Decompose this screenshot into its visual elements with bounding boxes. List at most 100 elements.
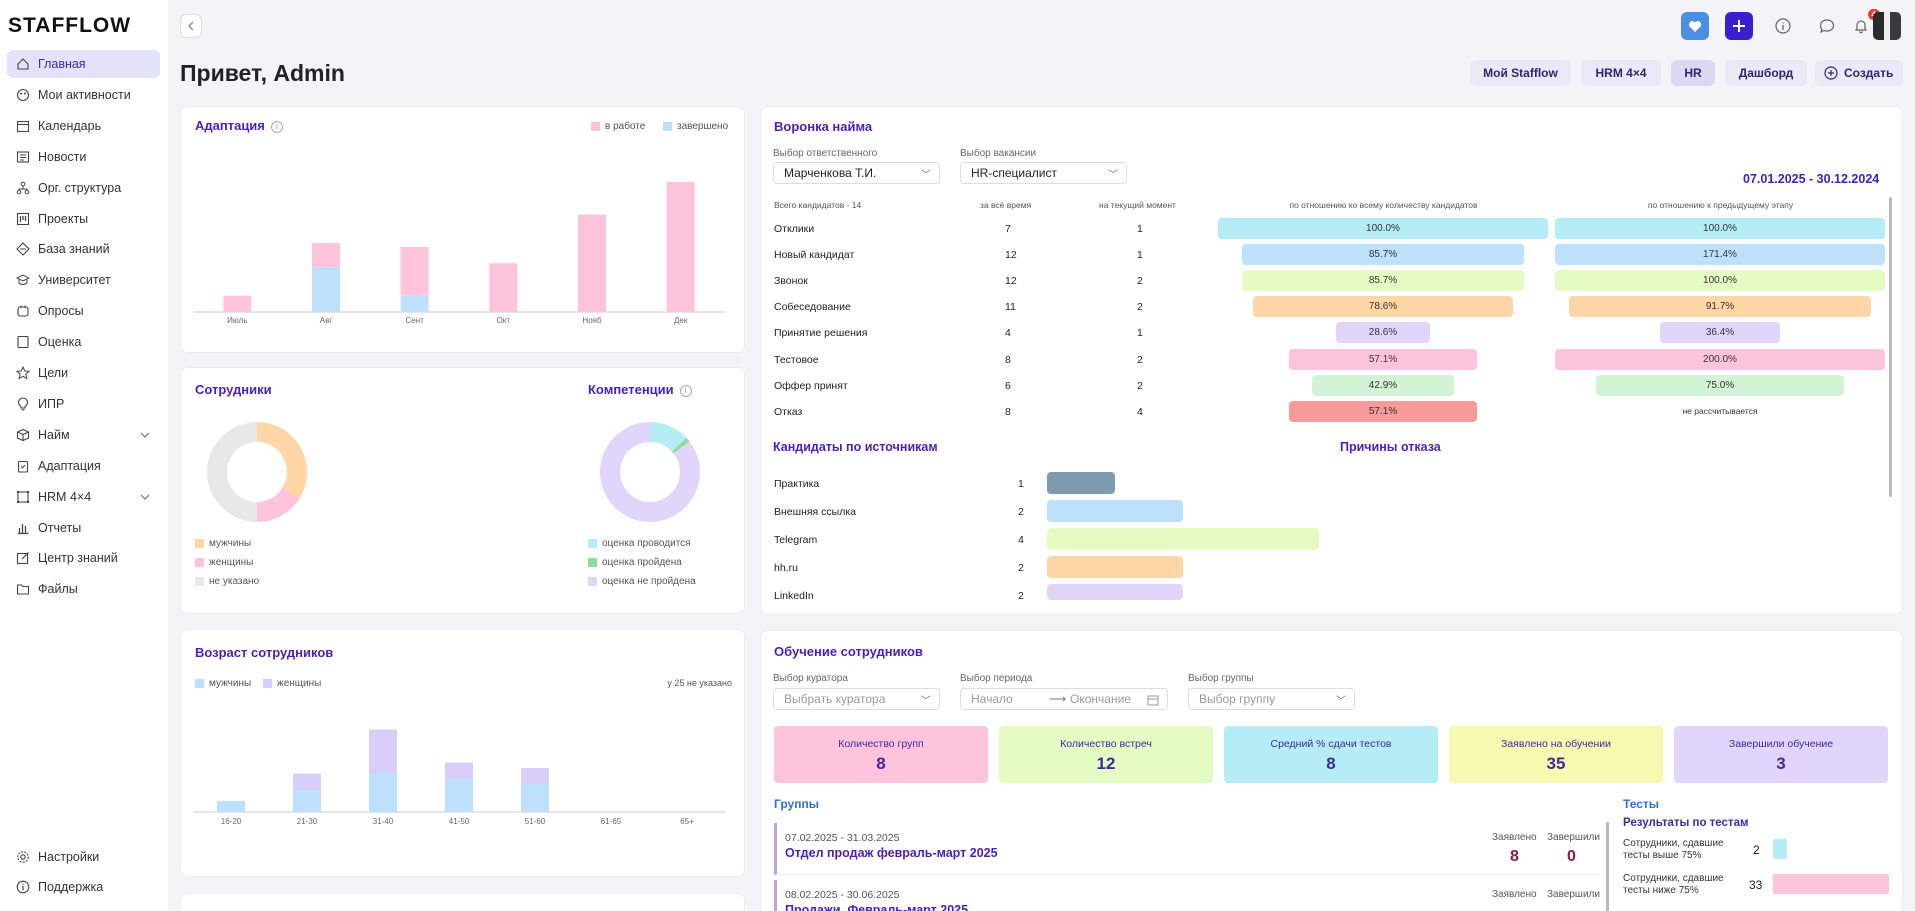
gear-icon [16,850,30,864]
sidebar-item-calendar[interactable]: Календарь [7,112,160,140]
sidebar-item-info[interactable]: Поддержка [7,873,160,901]
sidebar-item-label: Отчеты [38,520,82,535]
source-bar [1047,500,1183,522]
groups-title[interactable]: Группы [774,797,819,811]
legend-label: оценка пройдена [602,557,682,568]
funnel-bar-all: 85.7% [1241,270,1525,292]
stat-value: 3 [1776,754,1786,773]
slice-1 [650,422,687,452]
group-declared-label: Заявлено [1492,832,1537,843]
group-select[interactable]: Выбор группу ﹀ [1188,688,1355,710]
legend-label: в работе [605,121,646,132]
favorites-button[interactable] [1681,12,1709,40]
header-pct-all: по отношению ко всему количеству кандида… [1289,200,1478,210]
edit-icon [16,551,30,565]
group-list-item[interactable]: 08.02.2025 - 30.06.2025 Продажи. Февраль-… [774,880,1600,911]
group-dates: 08.02.2025 - 30.06.2025 [785,889,900,901]
sidebar-item-surveys[interactable]: Опросы [7,297,160,325]
avatar[interactable] [1873,12,1901,40]
sidebar-item-knowledge-base[interactable]: База знаний [7,235,160,263]
group-finished-label: Завершили [1547,832,1600,843]
topbar: 4 [168,0,1915,52]
tests-title[interactable]: Тесты [1623,797,1660,811]
funnel-scrollbar[interactable] [1889,197,1892,497]
stat-label: Количество встреч [1060,738,1152,750]
group-name[interactable]: Продажи. Февраль-март 2025 [785,903,969,911]
age-legend-women: женщины [263,678,321,689]
tick-label: Дек [674,316,688,325]
test-value: 2 [1753,843,1760,857]
sidebar-item-label: Проекты [38,211,89,226]
tab-dashboard[interactable]: Дашборд [1725,60,1807,86]
sidebar-item-university[interactable]: Университет [7,266,160,294]
funnel-bar-all: 57.1% [1288,348,1478,370]
date-range[interactable]: 07.01.2025 - 30.12.2024 [1743,172,1880,186]
sidebar-item-star[interactable]: Цели [7,359,160,387]
tick-label: Авг [320,316,333,325]
app-logo[interactable]: STAFFLOW [8,14,132,37]
funnel-bar-all: 85.7% [1241,244,1525,266]
tick-label: Окт [497,316,511,325]
funnel-all-time: 12 [1005,275,1017,288]
sidebar-item-label: HRM 4×4 [38,489,92,504]
add-button[interactable] [1725,12,1753,40]
notifications-button[interactable]: 4 [1847,9,1880,40]
period-end[interactable]: Окончание [1070,692,1131,706]
competencies-title: Компетенции i [588,382,692,397]
period-start[interactable]: Начало [971,692,1013,706]
sidebar-item-assessment[interactable]: Оценка [7,328,160,356]
source-count: 2 [1018,562,1024,574]
surveys-icon [16,304,30,318]
info-icon[interactable]: i [270,120,283,133]
tick-label: 51-60 [525,817,546,826]
training-title: Обучение сотрудников [774,644,923,659]
sidebar-item-box[interactable]: Найм [7,421,160,449]
tab-hrm[interactable]: HRM 4×4 [1581,60,1661,86]
bar-done [400,295,429,312]
funnel-bar-all: 28.6% [1335,322,1431,344]
info-button[interactable] [1769,12,1797,40]
tab-hr[interactable]: HR [1671,60,1715,86]
curator-select[interactable]: Выбрать куратора ﹀ [773,688,940,710]
sidebar-item-bar-chart[interactable]: Отчеты [7,514,160,542]
sidebar-item-clipboard[interactable]: Адаптация [7,452,160,480]
sidebar-item-label: База знаний [38,242,110,257]
employees-card: Сотрудники мужчины женщины не указано Комп… [180,367,745,614]
funnel-bar-prev: 200.0% [1555,348,1885,370]
period-picker[interactable]: Начало ⟶ Окончание [960,688,1168,710]
sidebar-item-lightbulb[interactable]: ИПР [7,390,160,418]
create-button[interactable]: Создать [1815,60,1903,86]
competencies-legend-item: оценка проводится [588,538,691,549]
stat-value: 12 [1096,754,1116,773]
sidebar-item-hrm[interactable]: HRM 4×4 [7,483,160,511]
info-icon [16,880,30,894]
collapse-sidebar-button[interactable] [180,14,202,38]
plus-icon [1733,20,1745,32]
sidebar-item-edit[interactable]: Центр знаний [7,544,160,572]
responsible-select[interactable]: Марченкова Т.И. ﹀ [773,162,940,184]
stat-label: Заявлено на обучении [1501,738,1611,750]
sidebar-item-folder[interactable]: Файлы [7,575,160,603]
bar-chart-icon [16,521,30,535]
folder-icon [16,582,30,596]
sidebar-item-newspaper[interactable]: Новости [7,143,160,171]
tick-label: 61-65 [601,817,622,826]
group-declared-count: 8 [1510,848,1519,865]
bar-in-progress [489,263,518,312]
sidebar-item-palette[interactable]: Мои активности [7,81,160,109]
home-icon [16,57,30,71]
tab-my-stafflow[interactable]: Мой Stafflow [1470,60,1571,86]
sidebar-item-gear[interactable]: Настройки [7,843,160,871]
projects-icon [16,212,30,226]
chat-button[interactable] [1813,12,1841,40]
funnel-bar-all: 42.9% [1312,374,1454,396]
group-name[interactable]: Отдел продаж февраль-март 2025 [785,846,998,860]
sidebar-item-projects[interactable]: Проекты [7,205,160,233]
groups-scrollbar[interactable] [1606,822,1609,911]
group-list-item[interactable]: 07.02.2025 - 31.03.2025 Отдел продаж февр… [774,823,1600,875]
source-label: LinkedIn [774,590,814,602]
info-icon[interactable]: i [679,384,692,397]
sidebar-item-org-structure[interactable]: Орг. структура [7,174,160,202]
vacancy-select[interactable]: HR-специалист ﹀ [960,162,1127,184]
sidebar-item-home[interactable]: Главная [7,50,160,78]
